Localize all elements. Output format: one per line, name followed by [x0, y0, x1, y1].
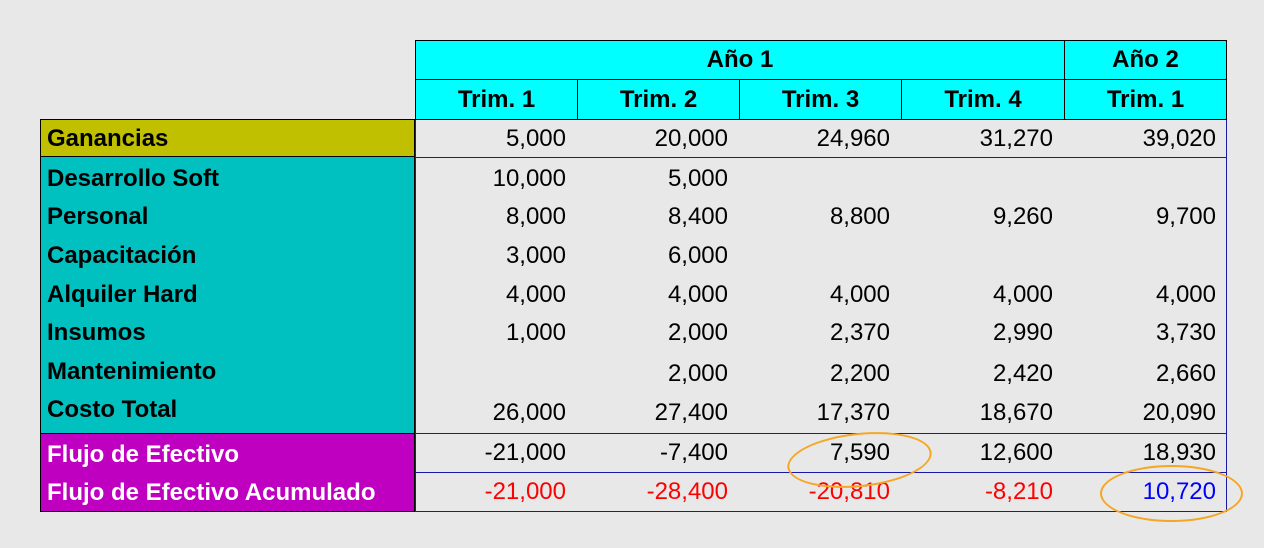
cell-value: 39,020 — [1142, 125, 1216, 152]
flujo-label-bg — [40, 433, 415, 512]
quarter-header: Trim. 1 — [1064, 79, 1227, 120]
cell-value: 6,000 — [667, 242, 728, 269]
cell-value: 26,000 — [492, 399, 566, 426]
cell-value: 20,090 — [1142, 399, 1216, 426]
cell-value: 2,370 — [829, 319, 890, 346]
row-label-flujo-acumulado: Flujo de Efectivo Acumulado — [47, 479, 376, 506]
cell-value: 4,000 — [505, 281, 566, 308]
cell-value: 18,670 — [979, 399, 1053, 426]
row-label-flujo: Flujo de Efectivo — [47, 441, 240, 468]
cell-value-negative: -28,400 — [646, 478, 728, 505]
row-label-mantenimiento: Mantenimiento — [47, 358, 217, 385]
cell-value: 9,260 — [992, 203, 1053, 230]
cell-value-negative: -8,210 — [984, 478, 1053, 505]
quarter-header: Trim. 2 — [577, 79, 740, 120]
cell-value: 31,270 — [979, 125, 1053, 152]
cell-value: 9,700 — [1155, 203, 1216, 230]
cell-value: 17,370 — [816, 399, 890, 426]
cell-value: 2,200 — [829, 360, 890, 387]
row-label-alquiler: Alquiler Hard — [47, 281, 198, 308]
ganancias-label-bg — [40, 119, 415, 157]
data-area — [415, 119, 1227, 512]
cell-value: 20,000 — [654, 125, 728, 152]
cell-value: 2,000 — [667, 360, 728, 387]
cell-value: 3,000 — [505, 242, 566, 269]
cell-value: 7,590 — [829, 439, 890, 466]
separator-line — [415, 472, 1227, 473]
cell-value: 24,960 — [816, 125, 890, 152]
separator-line — [415, 433, 1227, 434]
quarter-header: Trim. 4 — [901, 79, 1065, 120]
cell-value: 2,990 — [992, 319, 1053, 346]
cell-value: 2,660 — [1155, 360, 1216, 387]
cell-value-negative: -20,810 — [808, 478, 890, 505]
cell-value: 3,730 — [1155, 319, 1216, 346]
row-label-insumos: Insumos — [47, 319, 146, 346]
year1-header: Año 1 — [415, 40, 1065, 80]
row-label-ganancias: Ganancias — [47, 125, 169, 152]
costs-label-bg — [40, 157, 415, 433]
cell-value: 4,000 — [992, 281, 1053, 308]
cell-value-positive: 10,720 — [1142, 478, 1216, 505]
row-label-personal: Personal — [47, 203, 149, 230]
cell-value: -7,400 — [659, 439, 728, 466]
row-label-costo-total: Costo Total — [47, 396, 178, 423]
cell-value: 10,000 — [492, 165, 566, 192]
cell-value: 5,000 — [505, 125, 566, 152]
quarter-header: Trim. 3 — [739, 79, 902, 120]
separator-line — [415, 157, 1227, 158]
cell-value: 4,000 — [667, 281, 728, 308]
row-label-desarrollo: Desarrollo Soft — [47, 165, 220, 192]
row-label-capacitacion: Capacitación — [47, 242, 197, 269]
cell-value: 1,000 — [505, 319, 566, 346]
cell-value: 12,600 — [979, 439, 1053, 466]
cell-value: 2,420 — [992, 360, 1053, 387]
cell-value: 8,800 — [829, 203, 890, 230]
cell-value: 4,000 — [829, 281, 890, 308]
cell-value: -21,000 — [484, 439, 566, 466]
year2-header: Año 2 — [1064, 40, 1227, 80]
quarter-header: Trim. 1 — [415, 79, 578, 120]
cell-value: 8,400 — [667, 203, 728, 230]
cell-value: 2,000 — [667, 319, 728, 346]
cell-value-negative: -21,000 — [484, 478, 566, 505]
cell-value: 8,000 — [505, 203, 566, 230]
cell-value: 5,000 — [667, 165, 728, 192]
cell-value: 18,930 — [1142, 439, 1216, 466]
cell-value: 27,400 — [654, 399, 728, 426]
cell-value: 4,000 — [1155, 281, 1216, 308]
